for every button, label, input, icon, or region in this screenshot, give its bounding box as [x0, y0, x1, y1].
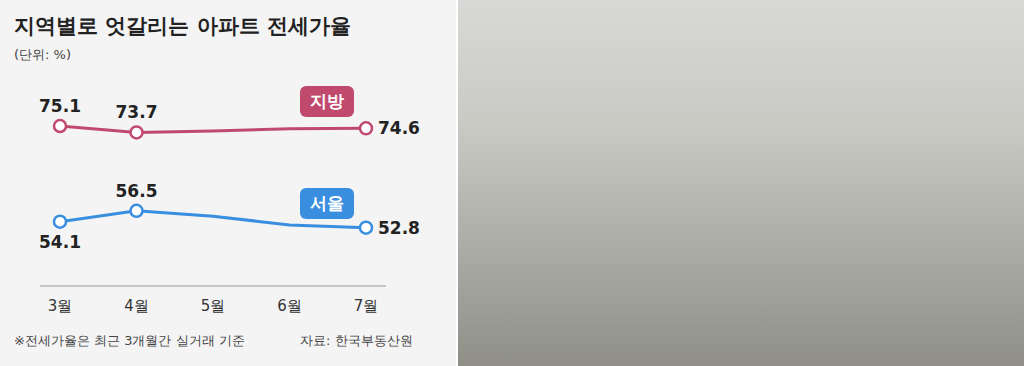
svg-text:6월: 6월 [277, 297, 302, 315]
svg-text:4월: 4월 [124, 297, 149, 315]
html-text:자료: 한국부동산원: 자료: 한국부동산원 [300, 333, 413, 348]
svg-text:75.1: 75.1 [39, 96, 81, 116]
html-text:(단위: %): (단위: %) [14, 47, 71, 62]
svg-text:5월: 5월 [201, 297, 226, 315]
html-text:※전세가율은 최근 3개월간 실거래 기준: ※전세가율은 최근 3개월간 실거래 기준 [14, 333, 245, 348]
html-text:지방: 지방 [310, 91, 344, 111]
svg-text:54.1: 54.1 [39, 232, 81, 252]
html-text:지역별로 엇갈리는 아파트 전세가율: 지역별로 엇갈리는 아파트 전세가율 [14, 14, 351, 38]
html-text:서울: 서울 [310, 193, 344, 213]
svg-text:73.7: 73.7 [116, 102, 158, 122]
svg-text:56.5: 56.5 [116, 181, 158, 201]
svg-text:7월: 7월 [354, 297, 379, 315]
svg-text:3월: 3월 [48, 297, 73, 315]
svg-text:52.8: 52.8 [378, 218, 420, 238]
svg-text:74.6: 74.6 [378, 118, 420, 138]
